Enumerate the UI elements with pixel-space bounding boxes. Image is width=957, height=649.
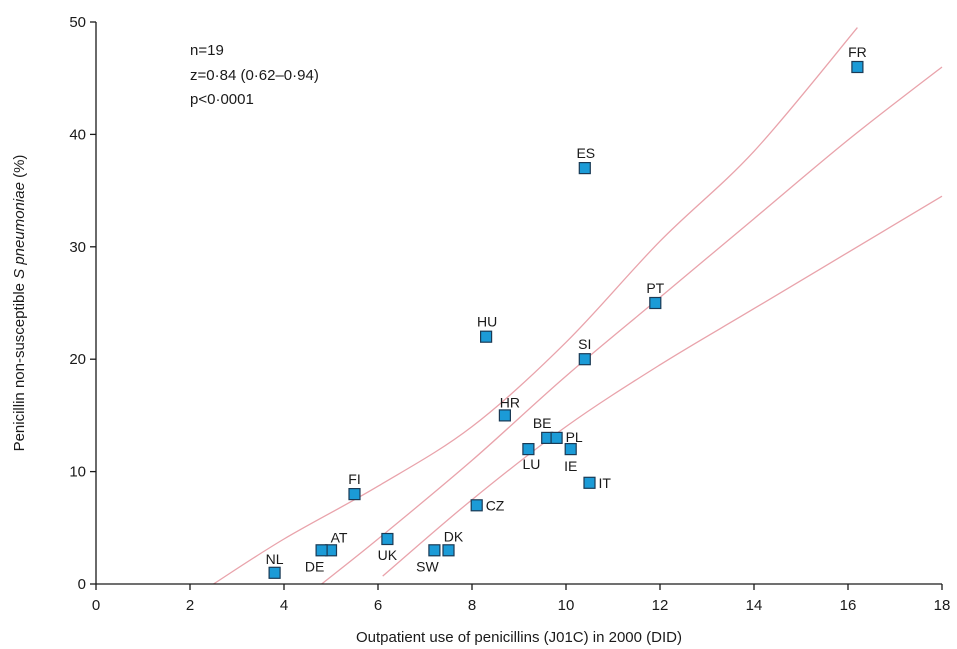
- y-tick-label: 0: [78, 576, 86, 593]
- point-label-hu: HU: [477, 314, 497, 330]
- y-ticks: 0 10 20 30 40 50: [69, 14, 96, 593]
- y-tick-label: 10: [69, 464, 86, 481]
- point-marker-nl: [268, 566, 281, 579]
- point-marker-ie: [564, 443, 577, 456]
- x-axis-title: Outpatient use of penicillins (J01C) in …: [356, 629, 682, 646]
- point-marker-pl: [550, 431, 563, 444]
- stats-annotation: n=19 z=0·84 (0·62–0·94) p<0·0001: [190, 42, 319, 108]
- point-label-de: DE: [305, 558, 324, 574]
- point-label-es: ES: [576, 145, 595, 161]
- point-marker-pt: [649, 296, 662, 310]
- point-label-si: SI: [578, 336, 591, 352]
- stat-p-value: p<0·0001: [190, 91, 254, 108]
- x-tick-label: 14: [746, 597, 763, 614]
- x-tick-label: 12: [652, 597, 669, 614]
- point-marker-hr: [498, 409, 511, 422]
- x-tick-label: 8: [468, 597, 476, 614]
- y-axis-title-suffix: (%): [11, 155, 28, 183]
- point-marker-de: [315, 544, 328, 557]
- point-marker-dk: [442, 544, 455, 557]
- y-axis-title-prefix: Penicillin non-susceptible: [11, 279, 28, 452]
- fit-lines: [213, 27, 943, 585]
- x-tick-label: 6: [374, 597, 382, 614]
- y-tick-label: 50: [69, 14, 86, 31]
- y-tick-label: 20: [69, 351, 86, 368]
- point-label-at: AT: [331, 529, 348, 545]
- point-marker-es: [578, 162, 591, 175]
- point-label-ie: IE: [564, 458, 577, 474]
- point-marker-fi: [348, 488, 361, 501]
- stat-correlation: z=0·84 (0·62–0·94): [190, 67, 319, 84]
- point-marker-hu: [480, 330, 493, 343]
- x-ticks: 0 2 4 6 8 10 12 14 16 18: [92, 584, 951, 614]
- point-label-it: IT: [599, 475, 612, 491]
- y-axis-title-italic: S pneumoniae: [11, 182, 28, 279]
- fit-line-lower-confidence: [382, 195, 943, 577]
- point-marker-cz: [470, 499, 483, 512]
- point-label-be: BE: [533, 415, 552, 431]
- y-tick-label: 30: [69, 239, 86, 256]
- point-label-nl: NL: [266, 551, 284, 567]
- x-tick-label: 2: [186, 597, 194, 614]
- point-marker-uk: [381, 532, 394, 546]
- point-label-hr: HR: [500, 394, 520, 410]
- fit-line-regression: [321, 66, 943, 585]
- x-tick-label: 0: [92, 597, 100, 614]
- point-marker-sw: [428, 544, 441, 557]
- point-label-lu: LU: [522, 456, 540, 472]
- y-axis-title: Penicillin non-susceptible S pneumoniae …: [11, 155, 28, 452]
- x-tick-label: 4: [280, 597, 288, 614]
- fit-line-upper-confidence: [213, 27, 858, 585]
- x-tick-label: 16: [840, 597, 857, 614]
- point-label-uk: UK: [378, 547, 398, 563]
- point-marker-it: [583, 476, 596, 489]
- point-label-fi: FI: [348, 471, 360, 487]
- data-points: FR ES PT HU SI HR BE PL LU IE IT FI CZ UK AT DE DK SW NL: [266, 44, 867, 579]
- point-marker-fr: [851, 60, 864, 74]
- point-label-fr: FR: [848, 44, 867, 60]
- x-tick-label: 18: [934, 597, 951, 614]
- point-label-pl: PL: [566, 429, 583, 445]
- axes: [95, 22, 942, 585]
- y-tick-label: 40: [69, 126, 86, 143]
- point-label-cz: CZ: [486, 497, 505, 513]
- point-label-dk: DK: [444, 528, 464, 544]
- x-tick-label: 10: [558, 597, 575, 614]
- point-marker-si: [578, 353, 591, 366]
- point-marker-lu: [522, 443, 535, 456]
- point-label-pt: PT: [646, 280, 664, 296]
- stat-n: n=19: [190, 42, 224, 59]
- point-label-sw: SW: [416, 558, 439, 574]
